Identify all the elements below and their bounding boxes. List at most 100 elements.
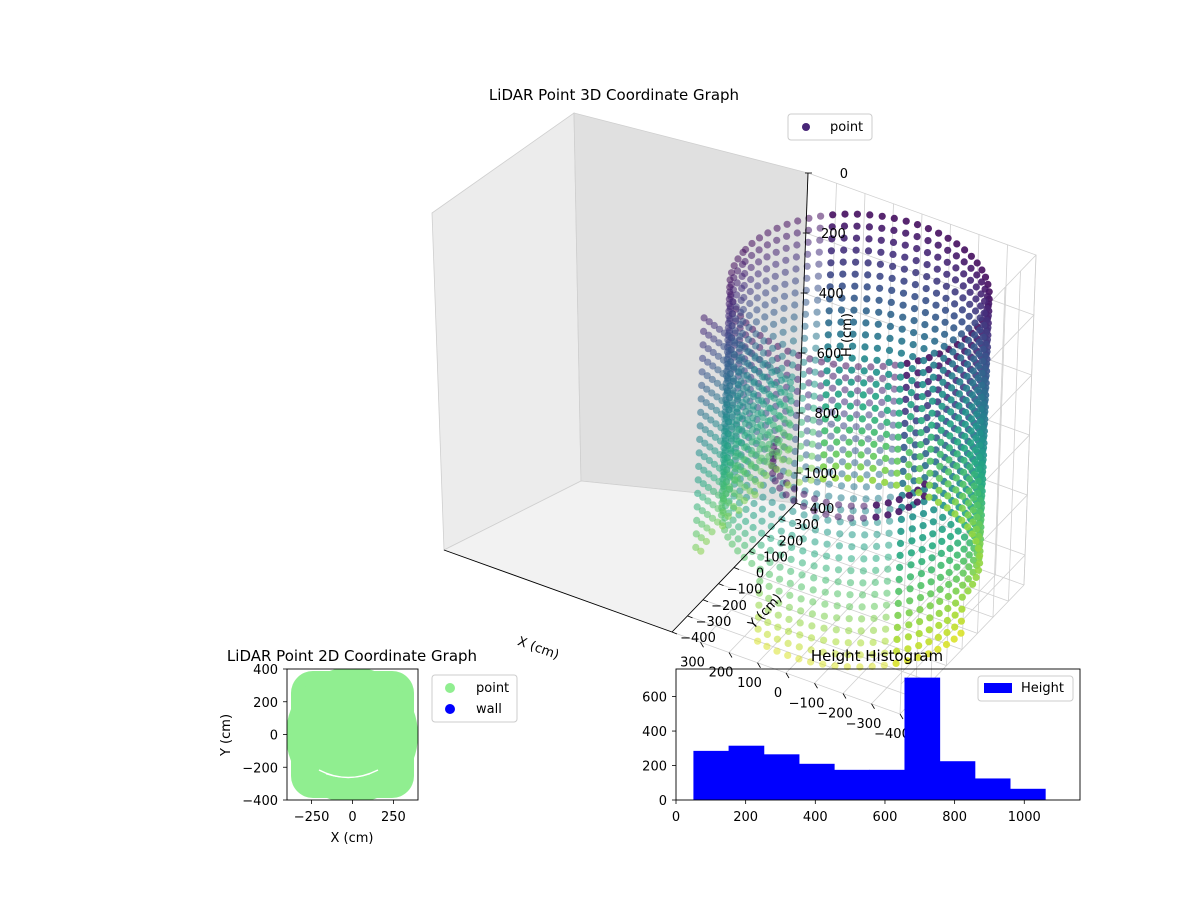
point-3d xyxy=(899,289,908,297)
legend-3d-frame xyxy=(787,113,873,141)
point-3d xyxy=(826,468,834,476)
point-3d xyxy=(940,342,948,350)
point-3d xyxy=(937,561,945,570)
histogram-frame xyxy=(675,668,1081,801)
point-3d xyxy=(901,407,909,415)
point-3d xyxy=(930,349,938,357)
point-3d xyxy=(853,210,862,218)
point-3d xyxy=(923,273,931,281)
point-3d xyxy=(768,448,776,456)
point-3d xyxy=(740,467,748,476)
point-3d xyxy=(906,425,914,433)
point-3d xyxy=(887,469,895,477)
point-3d xyxy=(709,487,718,495)
point-3d xyxy=(893,469,901,477)
point-3d xyxy=(711,447,719,455)
point-3d xyxy=(841,210,849,218)
point-3d xyxy=(974,489,982,497)
point-3d xyxy=(845,450,853,458)
point-3d xyxy=(938,402,946,410)
point-3d xyxy=(969,506,977,514)
point-3d xyxy=(774,611,782,619)
point-3d xyxy=(865,223,874,231)
point-3d xyxy=(803,427,811,435)
point-3d xyxy=(811,495,819,503)
point-3d xyxy=(812,332,820,340)
x-tick-label-hist: 400 xyxy=(803,810,828,825)
point-3d xyxy=(809,416,817,424)
y-tick-3d xyxy=(671,631,678,635)
point-3d xyxy=(841,374,850,382)
point-3d xyxy=(875,308,883,316)
point-3d xyxy=(797,607,805,615)
point-3d xyxy=(947,408,955,416)
point-3d xyxy=(882,613,890,621)
point-3d xyxy=(767,534,775,543)
point-3d xyxy=(953,563,961,571)
y-tick-label-3d: −300 xyxy=(696,615,732,630)
point-3d xyxy=(944,592,952,601)
point-3d xyxy=(963,372,971,380)
point-3d xyxy=(922,297,930,305)
point-3d xyxy=(944,492,952,500)
point-3d xyxy=(871,578,879,587)
point-3d xyxy=(774,425,783,433)
point-3d xyxy=(881,649,889,657)
point-3d xyxy=(761,313,769,321)
point-3d xyxy=(935,229,943,237)
point-3d xyxy=(728,404,736,412)
point-3d xyxy=(735,493,744,501)
point-3d xyxy=(961,246,969,254)
grid-floor-y xyxy=(780,518,1009,602)
point-3d xyxy=(765,594,773,603)
point-3d xyxy=(730,489,738,497)
point-cloud-3d xyxy=(692,210,993,671)
point-3d xyxy=(903,657,912,665)
point-3d xyxy=(735,523,743,531)
point-3d xyxy=(935,474,944,482)
point-3d xyxy=(804,250,812,258)
point-3d xyxy=(756,565,764,573)
point-3d xyxy=(943,258,951,266)
point-3d xyxy=(733,291,741,299)
point-3d xyxy=(902,217,910,225)
point-3d xyxy=(934,645,942,654)
x-tick-label-2d: 0 xyxy=(348,810,356,825)
y-tick-3d xyxy=(687,615,693,619)
point-3d xyxy=(898,337,906,345)
point-3d xyxy=(865,235,873,243)
point-3d xyxy=(890,385,899,393)
point-3d xyxy=(978,266,986,274)
point-3d xyxy=(727,358,735,366)
point-3d xyxy=(800,358,808,366)
z-tick-label-3d: 800 xyxy=(814,407,839,422)
point-3d xyxy=(752,464,760,472)
point-3d xyxy=(884,499,892,507)
point-3d xyxy=(784,446,792,454)
point-3d xyxy=(778,456,787,464)
point-3d xyxy=(778,503,786,511)
point-3d xyxy=(902,395,910,403)
point-3d xyxy=(741,431,749,440)
point-3d xyxy=(741,483,749,491)
point-3d xyxy=(816,394,824,402)
point-3d xyxy=(965,487,973,495)
point-3d xyxy=(951,288,959,296)
point-3d xyxy=(826,295,834,303)
point-3d xyxy=(950,635,958,643)
height-histogram: Height Histogram 0 200 400 600 800 1000020040… xyxy=(642,647,1081,825)
point-3d xyxy=(874,320,882,328)
point-3d xyxy=(823,552,831,560)
point-3d xyxy=(883,418,891,426)
point-3d xyxy=(831,650,840,658)
point-3d xyxy=(860,367,868,375)
point-3d xyxy=(869,464,877,472)
point-3d xyxy=(730,363,738,371)
point-3d xyxy=(757,541,765,549)
point-3d xyxy=(761,360,769,368)
point-3d xyxy=(916,594,925,602)
point-3d xyxy=(908,365,916,373)
point-3d xyxy=(778,364,786,372)
point-3d xyxy=(904,485,912,493)
point-3d xyxy=(840,222,849,230)
